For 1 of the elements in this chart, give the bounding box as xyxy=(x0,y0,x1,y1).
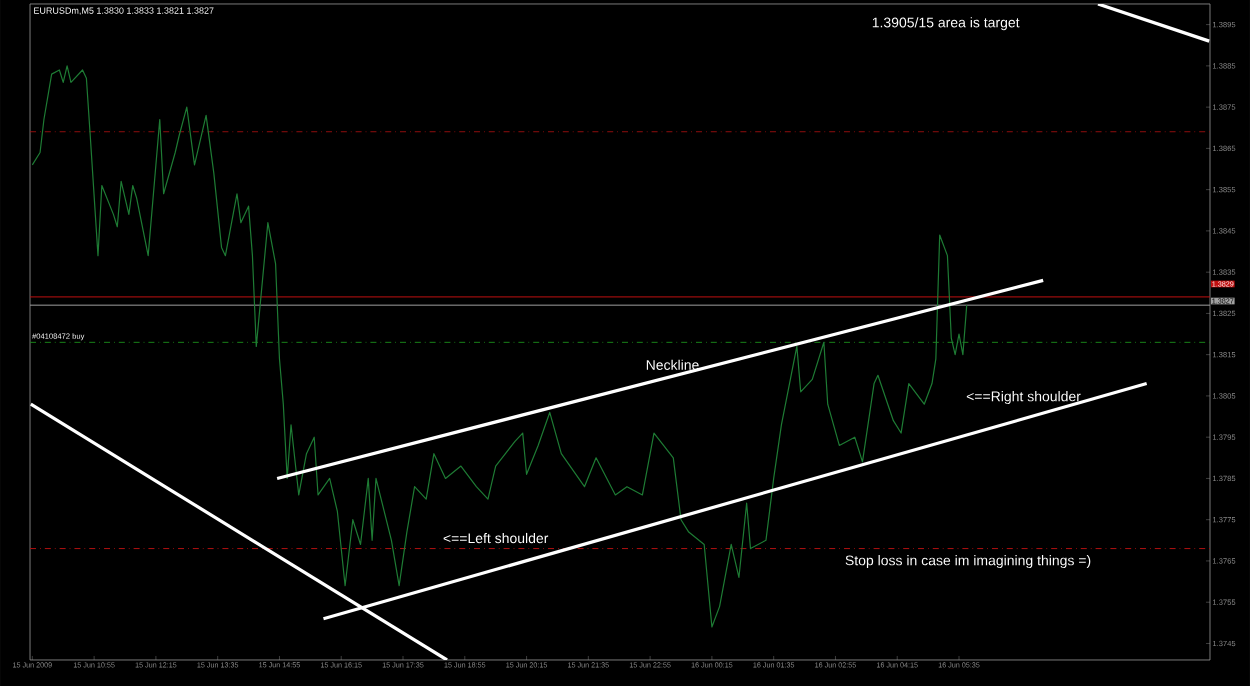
line-series xyxy=(31,65,968,628)
